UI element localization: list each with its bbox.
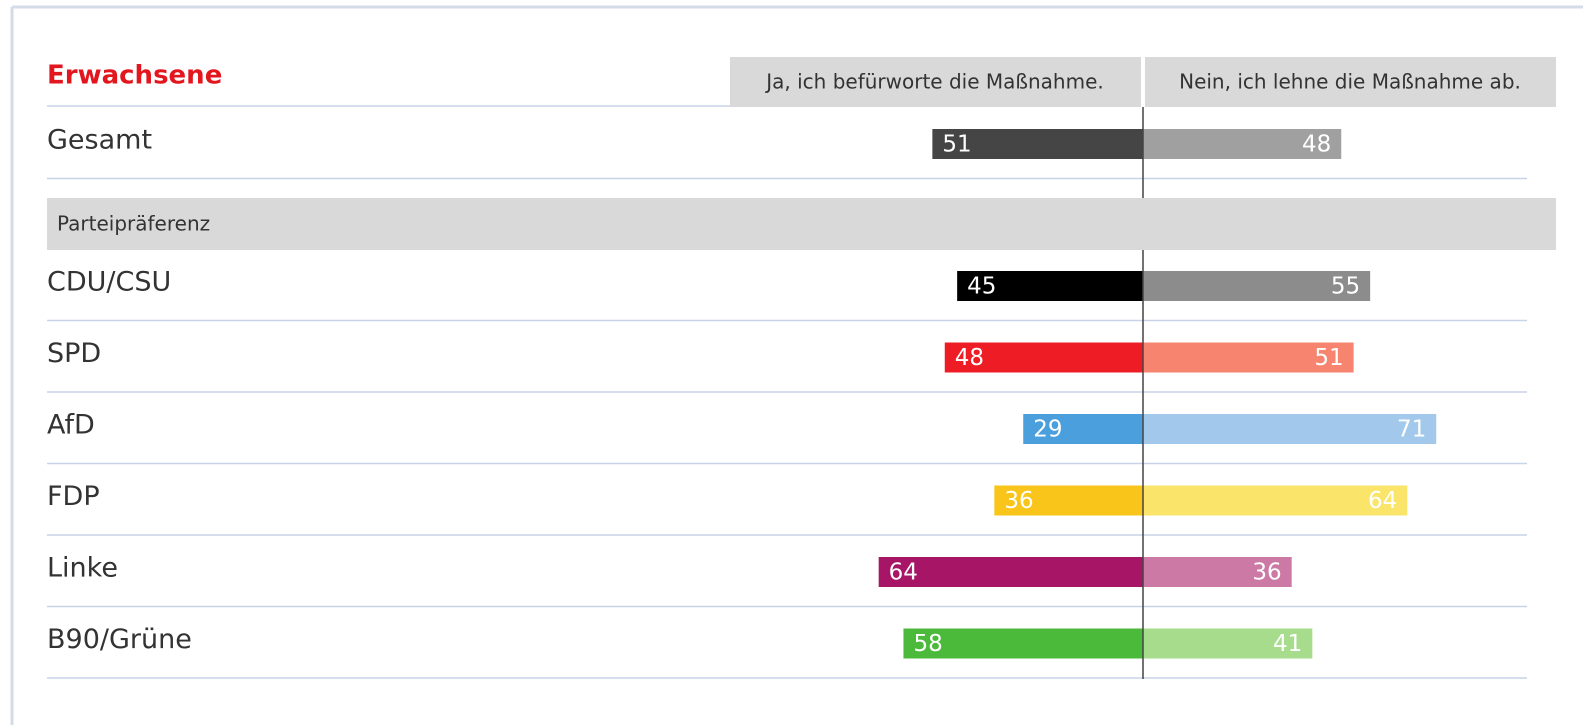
bar (1143, 129, 1342, 159)
bar (957, 271, 1143, 301)
row-label: CDU/CSU (47, 267, 171, 298)
row-label: B90/Grüne (47, 624, 192, 655)
value-label: 48 (1302, 132, 1331, 158)
value-label: 29 (1033, 417, 1062, 443)
header-cell (730, 57, 1141, 107)
row-label: SPD (47, 338, 101, 369)
value-label: 58 (913, 631, 942, 657)
bar (944, 342, 1143, 373)
legend-entry: Ja, ich befürworte die Maßnahme. (764, 70, 1104, 94)
chart-title: Erwachsene (47, 61, 222, 91)
bar (878, 557, 1143, 587)
bar (1143, 628, 1313, 659)
value-label: 64 (1368, 488, 1397, 514)
bar (1143, 557, 1292, 587)
section-label: Parteipräferenz (57, 212, 210, 236)
bar (1143, 271, 1371, 301)
row-label: Linke (47, 553, 118, 584)
row-label: Gesamt (47, 125, 152, 156)
bar (1143, 414, 1437, 444)
bar (932, 129, 1143, 159)
value-label: 36 (1004, 488, 1033, 514)
value-label: 48 (955, 345, 984, 371)
value-label: 71 (1397, 417, 1426, 443)
value-label: 64 (889, 560, 918, 586)
legend-entry: Nein, ich lehne die Maßnahme ab. (1179, 70, 1521, 94)
value-label: 51 (1314, 345, 1343, 371)
value-label: 55 (1331, 274, 1360, 300)
value-label: 41 (1273, 631, 1302, 657)
header-cell (1145, 57, 1556, 107)
value-label: 36 (1252, 560, 1281, 586)
bar (1023, 414, 1143, 444)
bar (903, 628, 1143, 659)
row-label: FDP (47, 481, 100, 512)
row-label: AfD (47, 410, 95, 441)
bar (1143, 342, 1354, 373)
bar (994, 485, 1143, 516)
bar (1143, 485, 1408, 516)
value-label: 51 (942, 132, 971, 158)
value-label: 45 (967, 274, 996, 300)
section-band (47, 198, 1556, 250)
